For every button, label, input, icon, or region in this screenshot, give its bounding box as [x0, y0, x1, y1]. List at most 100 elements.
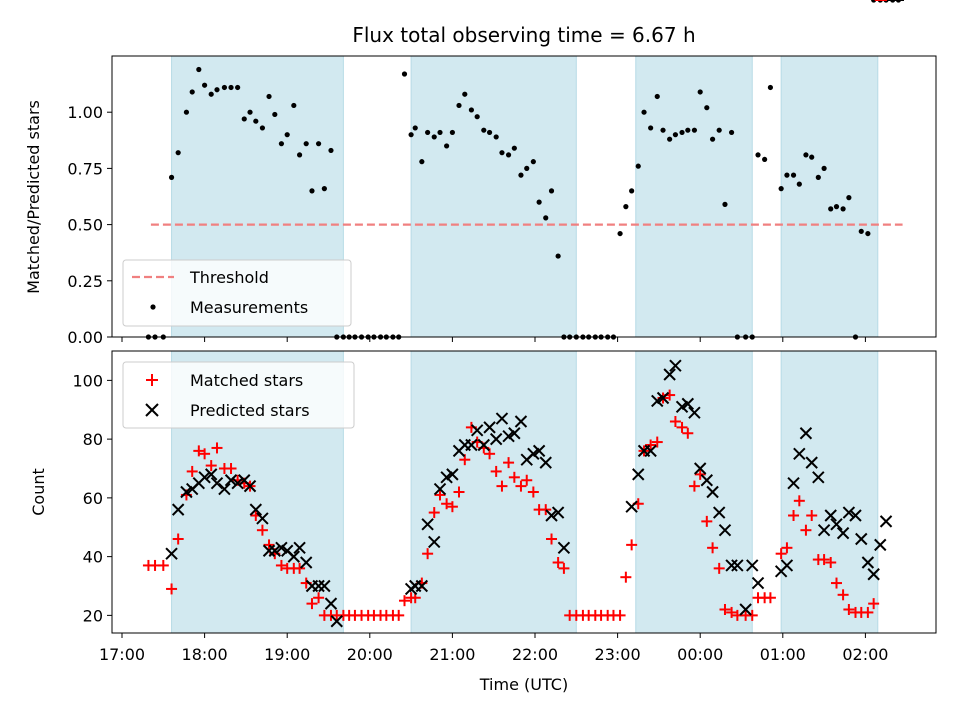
predicted-stars-point [805, 456, 818, 469]
predicted-stars-point [812, 471, 825, 484]
predicted-stars-point [746, 559, 759, 572]
legend-matched-swatch [146, 374, 158, 386]
measurements-point [635, 163, 641, 169]
y-tick-label: 60 [83, 489, 103, 508]
measurements-point [291, 102, 297, 109]
measurements-point [247, 109, 253, 115]
matched-stars-point [793, 495, 805, 507]
x-tick-label: 18:00 [182, 645, 228, 664]
count-panel-frame [111, 350, 937, 634]
matched-stars-point [818, 554, 830, 566]
measurements-point [253, 118, 259, 124]
measurements-point [548, 188, 555, 194]
measurements-point [284, 132, 290, 138]
ratio-plot-area [145, 0, 903, 340]
x-tick-label: 17:00 [99, 645, 145, 664]
predicted-stars-point [262, 544, 276, 557]
matched-stars-point [393, 609, 405, 621]
time-x-axis: 17:00 18:00 19:00 20:00 21:00 22:00 23:00 00:00… [99, 633, 888, 664]
measurements-point [691, 127, 698, 133]
matched-stars-point [626, 539, 638, 551]
predicted-stars-point [718, 523, 732, 537]
matched-stars-point [313, 592, 325, 604]
measurements-point [486, 129, 493, 136]
measurements-point [858, 228, 864, 234]
predicted-stars-point [256, 512, 269, 525]
measurements-point [767, 84, 774, 91]
matched-stars-point [688, 480, 700, 492]
measurements-point [183, 109, 190, 115]
matched-stars-point [275, 559, 287, 571]
predicted-stars-point [787, 476, 800, 490]
measurements-point [408, 132, 414, 138]
measurements-point [790, 172, 797, 178]
measurements-point [499, 150, 505, 156]
predicted-stars-point [165, 547, 178, 560]
predicted-stars-point [706, 485, 719, 499]
ratio-legend-box [122, 259, 352, 327]
predicted-stars-point [231, 476, 244, 490]
measurements-point [623, 204, 629, 210]
measurements-point [474, 114, 480, 120]
matched-stars-point [552, 557, 564, 568]
x-tick-label: 21:00 [429, 645, 475, 664]
measurements-point [778, 186, 784, 192]
predicted-stars-point [539, 456, 552, 469]
x-tick-label: 22:00 [512, 645, 558, 664]
measurements-point [321, 186, 327, 192]
measurements-point [278, 141, 285, 147]
measurements-point [241, 116, 247, 122]
count-panel: 20 40 60 80 100 17:00 18:00 19:00 20:00 21:00 22:… [29, 0, 937, 694]
y-tick-label: 80 [83, 430, 103, 449]
ratio-panel: 0.00 0.25 0.50 0.75 1.00 Matched/Predicted s… [24, 0, 937, 347]
y-tick-label: 20 [83, 606, 103, 625]
measurements-point [530, 159, 536, 165]
measurements-point [462, 91, 468, 97]
observing-windows-top [171, 55, 879, 338]
y-tick-label: 1.00 [67, 103, 103, 122]
count-y-axis-label: Count [29, 468, 48, 516]
measurements-point [667, 136, 673, 142]
matched-stars-point [186, 465, 198, 477]
matched-stars-point [862, 606, 874, 618]
predicted-stars-point [824, 509, 837, 522]
matched-stars-point [527, 486, 539, 498]
predicted-stars-point [198, 471, 211, 484]
matched-stars-point [800, 524, 812, 536]
measurements-point [425, 129, 431, 136]
matched-stars-point [294, 562, 306, 574]
measurements-point [437, 129, 443, 136]
measurements-point [401, 71, 408, 77]
y-tick-label: 0.00 [67, 328, 103, 347]
predicted-stars-point [644, 444, 657, 458]
measurements-point [468, 107, 474, 113]
predicted-stars-point [780, 559, 794, 572]
predicted-stars-point [751, 576, 765, 590]
matched-stars-point [694, 468, 706, 480]
measurements-point [419, 159, 425, 165]
chart-title: Flux total observing time = 6.67 h [352, 23, 695, 47]
predicted-stars-point [514, 415, 528, 428]
measurements-point [784, 172, 790, 178]
ratio-y-axis: 0.00 0.25 0.50 0.75 1.00 [67, 103, 112, 347]
measurements-point [296, 152, 303, 158]
measurements-point [259, 125, 266, 131]
matched-stars-point [682, 427, 694, 439]
measurements-point [641, 109, 647, 115]
predicted-stars-point [817, 523, 831, 537]
predicted-stars-point [243, 479, 257, 493]
matched-stars-point [614, 609, 626, 621]
measurements-point [821, 165, 827, 171]
legend-measurements-swatch [150, 304, 156, 310]
predicted-stars-point [663, 368, 676, 381]
measurements-point [716, 127, 722, 133]
predicted-stars-point [465, 438, 478, 452]
predicted-stars-point [508, 427, 521, 440]
predicted-stars-point [867, 568, 880, 581]
matched-stars-point [398, 595, 410, 607]
predicted-stars-point [330, 615, 343, 628]
matched-stars-point [441, 498, 453, 510]
measurements-point [803, 152, 809, 158]
measurements-point [722, 201, 728, 207]
predicted-stars-point [470, 424, 484, 437]
